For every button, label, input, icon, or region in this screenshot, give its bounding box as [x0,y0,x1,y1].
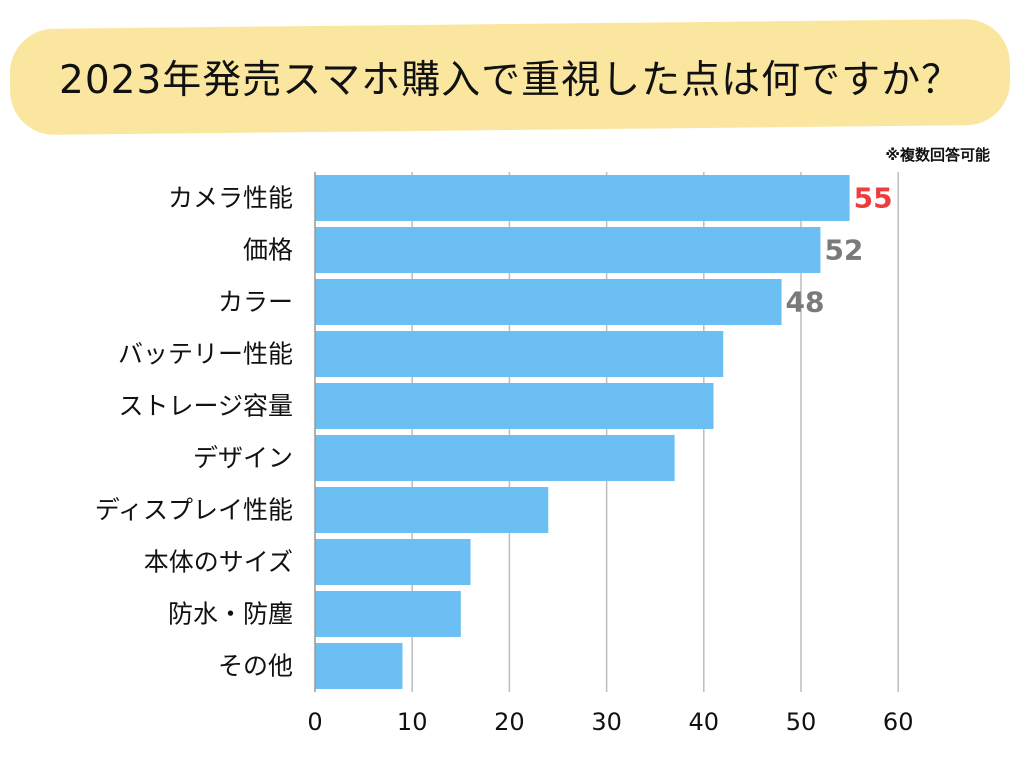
x-tick-label-10: 10 [397,708,428,736]
category-label-1: カメラ性能 [168,184,293,213]
multiple-answers-note: ※複数回答可能 [885,146,990,164]
category-label-9: 防水・防塵 [168,600,293,629]
x-tick-label-30: 30 [591,708,622,736]
x-tick-label-20: 20 [494,708,525,736]
category-label-2: 価格 [243,236,293,265]
bar-3 [315,279,782,325]
x-tick-label-50: 50 [786,708,817,736]
x-tick-label-60: 60 [883,708,914,736]
bar-6 [315,435,675,481]
data-label-1: 55 [854,182,893,215]
bar-1 [315,175,850,221]
category-label-3: カラー [218,288,293,317]
bar-4 [315,331,724,377]
category-label-6: デザイン [193,444,293,473]
data-label-2: 52 [824,234,863,267]
bar-10 [315,643,403,689]
bar-7 [315,487,549,533]
x-tick-label-0: 0 [307,708,322,736]
category-label-5: ストレージ容量 [118,392,293,421]
bar-2 [315,227,821,273]
data-label-3: 48 [786,286,825,319]
bar-8 [315,539,471,585]
category-label-10: その他 [218,652,293,681]
bar-9 [315,591,461,637]
category-label-8: 本体のサイズ [144,548,293,577]
x-tick-label-40: 40 [689,708,720,736]
category-label-4: バッテリー性能 [118,340,293,369]
bar-5 [315,383,714,429]
category-label-7: ディスプレイ性能 [95,496,293,525]
